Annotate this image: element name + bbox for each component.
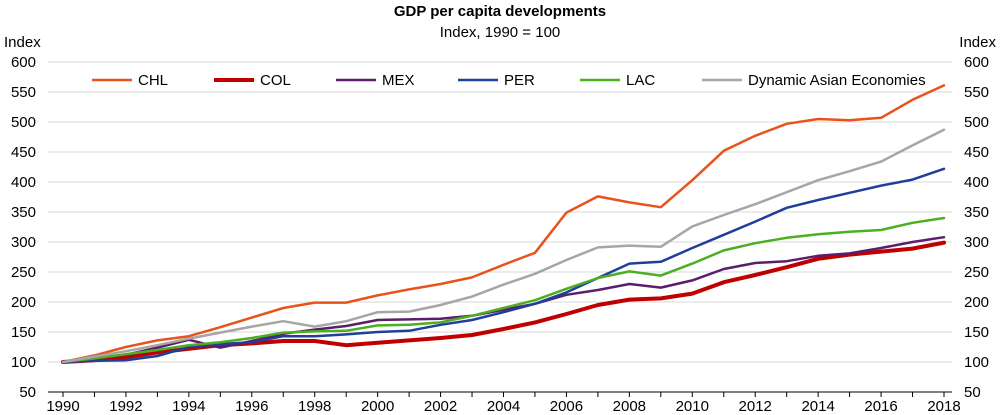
x-tick-label: 2010 <box>676 398 709 415</box>
x-tick-label: 2018 <box>927 398 960 415</box>
legend-label: COL <box>260 72 291 89</box>
gridlines <box>48 61 952 363</box>
x-tick-label: 1998 <box>298 398 331 415</box>
series-line-dynamic-asian-economies <box>61 128 946 364</box>
legend-label: Dynamic Asian Economies <box>748 72 926 89</box>
y-tick-label-right: 50 <box>964 384 981 401</box>
series-line-per <box>61 167 946 364</box>
y-tick-label-right: 150 <box>964 324 989 341</box>
y-tick-label-right: 250 <box>964 264 989 281</box>
y-tick-label-right: 550 <box>964 84 989 101</box>
y-tick-label-left: 450 <box>11 144 36 161</box>
legend-label: PER <box>504 72 535 89</box>
x-tick-label: 1992 <box>109 398 142 415</box>
legend-label: CHL <box>138 72 168 89</box>
x-tick-label: 1994 <box>172 398 205 415</box>
series-lines <box>61 84 946 364</box>
y-tick-label-right: 200 <box>964 294 989 311</box>
y-tick-label-left: 150 <box>11 324 36 341</box>
y-tick-label-right: 600 <box>964 54 989 71</box>
legend: CHL COL MEX PER LAC Dynamic Asian Economies <box>92 72 926 89</box>
y-tick-label-right: 450 <box>964 144 989 161</box>
y-tick-label-left: 350 <box>11 204 36 221</box>
x-tick-label: 2004 <box>487 398 520 415</box>
series-line-col <box>61 240 946 364</box>
x-tick-label: 1996 <box>235 398 268 415</box>
series-line-lac <box>61 216 946 364</box>
y-tick-label-left: 550 <box>11 84 36 101</box>
y-tick-label-right: 500 <box>964 114 989 131</box>
x-tick-label: 2012 <box>739 398 772 415</box>
y-axis-label-left: Index <box>4 34 41 51</box>
series-line-chl <box>61 84 946 364</box>
y-tick-label-left: 250 <box>11 264 36 281</box>
y-tick-label-right: 400 <box>964 174 989 191</box>
y-tick-label-right: 100 <box>964 354 989 371</box>
y-tick-label-right: 350 <box>964 204 989 221</box>
x-tick-label: 2008 <box>613 398 646 415</box>
y-tick-label-left: 300 <box>11 234 36 251</box>
y-tick-label-right: 300 <box>964 234 989 251</box>
legend-label: LAC <box>626 72 655 89</box>
legend-label: MEX <box>382 72 415 89</box>
x-tick-label: 1990 <box>46 398 79 415</box>
y-axis-label-right: Index <box>959 34 996 51</box>
y-tick-label-left: 400 <box>11 174 36 191</box>
x-tick-label: 2006 <box>550 398 583 415</box>
series-line-mex <box>61 235 946 364</box>
x-tick-label: 2000 <box>361 398 394 415</box>
y-tick-label-left: 50 <box>19 384 36 401</box>
x-tick-label: 2002 <box>424 398 457 415</box>
y-tick-label-left: 100 <box>11 354 36 371</box>
y-tick-label-left: 200 <box>11 294 36 311</box>
y-tick-label-left: 500 <box>11 114 36 131</box>
y-tick-label-left: 600 <box>11 54 36 71</box>
chart-subtitle: Index, 1990 = 100 <box>440 24 561 41</box>
x-tick-label: 2014 <box>801 398 834 415</box>
axes: 50 50 100 100 150 150 200 200 250 250 300 300 350 350… <box>11 54 989 415</box>
x-tick-label: 2016 <box>864 398 897 415</box>
chart-title: GDP per capita developments <box>394 3 606 20</box>
